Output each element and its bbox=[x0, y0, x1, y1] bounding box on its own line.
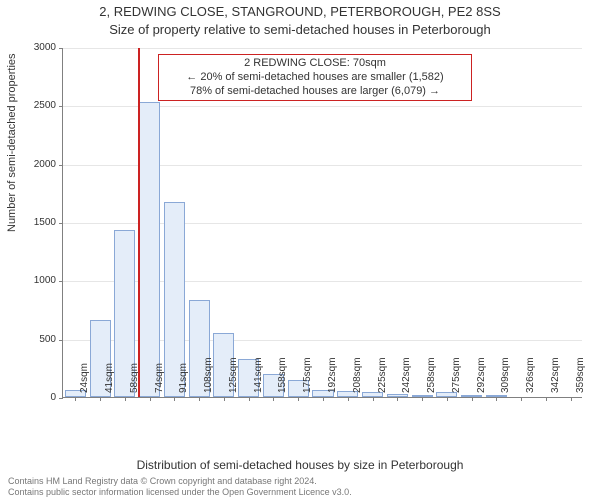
ytick bbox=[59, 398, 63, 399]
xtick bbox=[125, 397, 126, 401]
xtick bbox=[174, 397, 175, 401]
ytick bbox=[59, 223, 63, 224]
ytick bbox=[59, 106, 63, 107]
info-line-1: 2 REDWING CLOSE: 70sqm bbox=[165, 57, 465, 71]
xtick-label: 258sqm bbox=[426, 357, 437, 393]
ytick bbox=[59, 165, 63, 166]
xtick-label: 192sqm bbox=[327, 357, 338, 393]
xtick bbox=[224, 397, 225, 401]
ytick bbox=[59, 281, 63, 282]
footnote: Contains HM Land Registry data © Crown c… bbox=[8, 476, 352, 498]
bar bbox=[139, 102, 160, 397]
ytick bbox=[59, 340, 63, 341]
xtick bbox=[199, 397, 200, 401]
info-line-3: 78% of semi-detached houses are larger (… bbox=[165, 85, 465, 99]
ytick bbox=[59, 48, 63, 49]
x-axis-label: Distribution of semi-detached houses by … bbox=[0, 458, 600, 472]
xtick-label: 225sqm bbox=[377, 357, 388, 393]
ytick-label: 1000 bbox=[16, 275, 56, 286]
footnote-line-1: Contains HM Land Registry data © Crown c… bbox=[8, 476, 317, 486]
xtick-label: 359sqm bbox=[575, 357, 586, 393]
xtick bbox=[348, 397, 349, 401]
xtick bbox=[397, 397, 398, 401]
xtick-label: 175sqm bbox=[302, 357, 313, 393]
marker-line bbox=[138, 48, 140, 397]
xtick bbox=[546, 397, 547, 401]
xtick bbox=[472, 397, 473, 401]
ytick-label: 3000 bbox=[16, 42, 56, 53]
xtick bbox=[100, 397, 101, 401]
info-line-2: ← 20% of semi-detached houses are smalle… bbox=[165, 71, 465, 85]
xtick bbox=[323, 397, 324, 401]
xtick bbox=[422, 397, 423, 401]
info-box: 2 REDWING CLOSE: 70sqm ← 20% of semi-det… bbox=[158, 54, 472, 101]
xtick-label: 309sqm bbox=[500, 357, 511, 393]
xtick bbox=[150, 397, 151, 401]
xtick bbox=[571, 397, 572, 401]
ytick-label: 2500 bbox=[16, 100, 56, 111]
ytick-label: 1500 bbox=[16, 217, 56, 228]
xtick bbox=[75, 397, 76, 401]
xtick bbox=[447, 397, 448, 401]
xtick bbox=[298, 397, 299, 401]
xtick-label: 342sqm bbox=[550, 357, 561, 393]
xtick-label: 208sqm bbox=[352, 357, 363, 393]
title-line-2: Size of property relative to semi-detach… bbox=[0, 22, 600, 37]
xtick bbox=[521, 397, 522, 401]
xtick bbox=[373, 397, 374, 401]
xtick-label: 326sqm bbox=[525, 357, 536, 393]
xtick-label: 292sqm bbox=[476, 357, 487, 393]
xtick-label: 242sqm bbox=[401, 357, 412, 393]
ytick-label: 2000 bbox=[16, 159, 56, 170]
y-axis-label: Number of semi-detached properties bbox=[6, 53, 18, 232]
gridline bbox=[63, 48, 582, 49]
ytick-label: 0 bbox=[16, 392, 56, 403]
xtick bbox=[273, 397, 274, 401]
xtick bbox=[496, 397, 497, 401]
xtick-label: 275sqm bbox=[451, 357, 462, 393]
xtick bbox=[249, 397, 250, 401]
footnote-line-2: Contains public sector information licen… bbox=[8, 487, 352, 497]
title-line-1: 2, REDWING CLOSE, STANGROUND, PETERBOROU… bbox=[0, 4, 600, 19]
ytick-label: 500 bbox=[16, 334, 56, 345]
chart-plot-area: 05001000150020002500300024sqm41sqm58sqm7… bbox=[62, 48, 582, 398]
